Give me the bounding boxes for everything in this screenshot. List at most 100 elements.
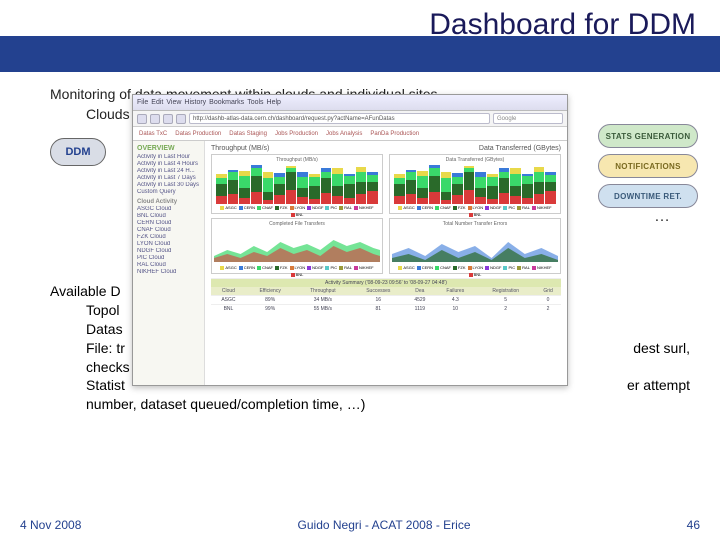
legend-item: FZK — [275, 265, 288, 270]
sidebar-link[interactable]: Activity in Last 30 Days — [137, 182, 200, 188]
sidebar-cloud[interactable]: CERN CloudCNAF CloudFZK CloudLYON CloudN… — [137, 220, 200, 282]
forward-icon[interactable] — [150, 114, 160, 124]
menu-item[interactable]: Bookmarks — [209, 99, 244, 106]
bar — [297, 172, 308, 204]
menu-item[interactable]: History — [184, 99, 206, 106]
sidebar-link[interactable]: Activity in Last 24 H... — [137, 168, 200, 174]
legend-item: RAL — [339, 205, 352, 210]
menu-item[interactable]: View — [166, 99, 181, 106]
pill-stats: STATS GENERATION — [598, 124, 698, 148]
bar — [522, 174, 533, 204]
bar — [344, 174, 355, 204]
footer-page: 46 — [687, 518, 700, 532]
bar — [441, 172, 452, 204]
legend-item: CNAF — [257, 205, 273, 210]
sidebar-cloud[interactable]: NIKHEF Cloud — [137, 269, 200, 275]
legend-item: CNAF — [257, 265, 273, 270]
bar — [487, 174, 498, 204]
pill-notifications: NOTIFICATIONS — [598, 154, 698, 178]
chart-errors: Total Number Transfer Errors ASGCCERNCNA… — [389, 218, 561, 274]
bar — [394, 174, 405, 204]
menu-item[interactable]: Tools — [247, 99, 263, 106]
chart-throughput: Throughput (MB/s) ASGCCERNCNAFFZKLYONNDG… — [211, 154, 383, 214]
legend-item: NIKHEF — [532, 265, 552, 270]
footer-author: Guido Negri - ACAT 2008 - Erice — [298, 518, 471, 532]
bar — [332, 168, 343, 204]
sidebar-link[interactable]: Activity in Last Hour — [137, 154, 200, 160]
legend-item: LYON — [468, 265, 484, 270]
ellipsis: … — [654, 208, 670, 226]
legend-item: BNL — [291, 272, 304, 277]
menu-item[interactable]: Help — [267, 99, 281, 106]
chart-row-2: Completed File Transfers ASGCCERNCNAFFZK… — [211, 218, 561, 274]
legend-item: BNL — [469, 212, 482, 217]
chart-row-1: Throughput (MB/s) ASGCCERNCNAFFZKLYONNDG… — [211, 154, 561, 214]
sidebar-cloud[interactable]: RAL CloudNIKHEF Cloud — [137, 262, 200, 276]
bar — [417, 171, 428, 204]
legend-item: NIKHEF — [354, 205, 374, 210]
footer: 4 Nov 2008 Guido Negri - ACAT 2008 - Eri… — [0, 518, 720, 532]
legend-item: BNL — [291, 212, 304, 217]
back-icon[interactable] — [137, 114, 147, 124]
legend-item: CNAF — [435, 265, 451, 270]
home-icon[interactable] — [176, 114, 186, 124]
menu-item[interactable]: File — [137, 99, 148, 106]
sidebar-header: OVERVIEW — [137, 145, 200, 152]
sidebar-cloud[interactable]: PIC CloudRAL CloudNIKHEF Cloud — [137, 255, 200, 277]
legend-item: CERN — [417, 265, 433, 270]
sidebar-cloud[interactable]: LYON CloudNDGF CloudPIC CloudRAL CloudNI… — [137, 241, 200, 279]
legend-item: ASGC — [220, 205, 236, 210]
reload-icon[interactable] — [163, 114, 173, 124]
legend-item: ASGC — [220, 265, 236, 270]
dashboard-tab[interactable]: Datas TxC — [139, 131, 167, 137]
sidebar-link[interactable]: Activity in Last 7 Days — [137, 175, 200, 181]
sidebar-cloud[interactable]: FZK CloudLYON CloudNDGF CloudPIC CloudRA… — [137, 234, 200, 280]
sidebar-link[interactable]: Custom Query — [137, 189, 200, 195]
bar — [452, 173, 463, 204]
dashboard-tab[interactable]: Jobs Production — [275, 131, 318, 137]
dashboard-tab[interactable]: PanDa Production — [370, 131, 419, 137]
legend-item: CERN — [417, 205, 433, 210]
bar — [545, 172, 556, 204]
legend-item: NIKHEF — [354, 265, 374, 270]
legend-item: LYON — [290, 205, 306, 210]
bar — [274, 173, 285, 204]
menu-item[interactable]: Edit — [151, 99, 163, 106]
ddm-badge: DDM — [50, 138, 106, 166]
legend-item: CNAF — [435, 205, 451, 210]
legend-item: PIC — [503, 205, 515, 210]
chart-completed: Completed File Transfers ASGCCERNCNAFFZK… — [211, 218, 383, 274]
bar — [309, 174, 320, 204]
bar — [475, 172, 486, 204]
address-bar[interactable]: http://dashb-atlas-data.cern.ch/dashboar… — [189, 113, 490, 124]
legend-item: CERN — [239, 265, 255, 270]
search-box[interactable]: Google — [493, 113, 563, 124]
sidebar-cloud[interactable]: NDGF CloudPIC CloudRAL CloudNIKHEF Cloud — [137, 248, 200, 278]
dashboard-tabs: Datas TxC Datas Production Datas Staging Jo… — [133, 127, 567, 141]
legend-item: ASGC — [398, 205, 414, 210]
sidebar-cloud[interactable]: CNAF CloudFZK CloudLYON CloudNDGF CloudP… — [137, 227, 200, 281]
dashboard-tab[interactable]: Jobs Analysis — [326, 131, 362, 137]
legend-item: LYON — [290, 265, 306, 270]
sidebar-cloud[interactable]: ASGC CloudBNL CloudCERN CloudCNAF CloudF… — [137, 206, 200, 284]
sidebar-link[interactable]: Activity in Last 4 Hours — [137, 161, 200, 167]
dashboard-tab[interactable]: Datas Staging — [229, 131, 267, 137]
bar — [510, 168, 521, 204]
bar — [321, 168, 332, 204]
legend-item: RAL — [339, 265, 352, 270]
legend-item: FZK — [453, 265, 466, 270]
bar — [534, 167, 545, 204]
area-chart-1 — [214, 228, 380, 262]
legend-item: RAL — [517, 205, 530, 210]
footer-date: 4 Nov 2008 — [20, 518, 81, 532]
bar — [406, 170, 417, 204]
legend-item: FZK — [453, 205, 466, 210]
legend-item: PIC — [325, 205, 337, 210]
sidebar-cloud[interactable]: BNL CloudCERN CloudCNAF CloudFZK CloudLY… — [137, 213, 200, 283]
legend-item: NDGF — [485, 205, 501, 210]
legend-item: NDGF — [307, 205, 323, 210]
chart-data-transferred: Data Transferred (GBytes) ASGCCERNCNAFFZ… — [389, 154, 561, 214]
legend-item: BNL — [469, 272, 482, 277]
lower-bullets: Available D Topol Datas File: tr dest su… — [50, 282, 690, 414]
dashboard-tab[interactable]: Datas Production — [175, 131, 221, 137]
